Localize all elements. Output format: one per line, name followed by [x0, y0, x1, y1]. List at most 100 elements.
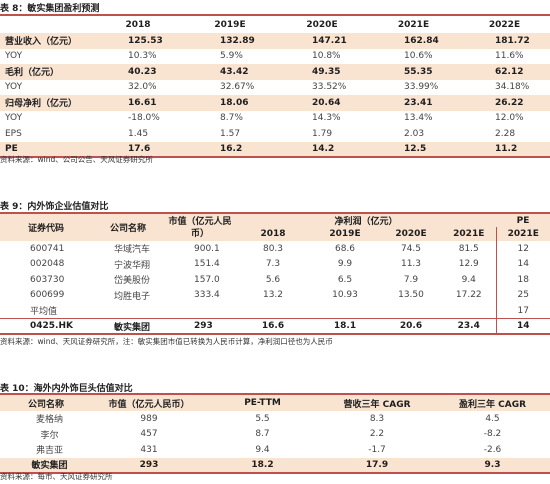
table-cell: 181.72: [459, 33, 550, 49]
table-cell: 5.5: [255, 413, 270, 424]
table-row: 600741 华域汽车 900.1 80.3 68.6 74.5 81.5 12: [0, 241, 550, 257]
table10: 公司名称 市值（亿元人民币） PE-TTM 营收三年 CAGR 盈利三年 CAG…: [0, 393, 550, 474]
row-label: 毛利（亿元）: [0, 64, 92, 80]
table-cell: 18: [517, 274, 529, 285]
table9-header-code: 证券代码: [0, 212, 92, 241]
table8-header-cell: 2022E: [459, 14, 550, 33]
table-cell: 125.53: [92, 33, 184, 49]
table-cell: 333.4: [194, 290, 220, 301]
table-cell: 12: [517, 243, 529, 254]
table-row: 平均值 17: [0, 303, 550, 319]
table-cell: 34.18%: [495, 82, 530, 93]
table-cell: 20.6: [380, 318, 442, 335]
table-cell: 岱美股份: [114, 276, 151, 287]
table-cell: 20.64: [276, 95, 368, 111]
table9-header-year: 2019E: [310, 227, 380, 241]
table-row: 毛利（亿元） 40.23 43.42 49.35 55.35 62.12: [0, 64, 550, 80]
table-cell: 16.2: [184, 141, 276, 158]
table-cell: 40.23: [92, 64, 184, 80]
table-cell: 5.6: [265, 274, 281, 285]
table-cell: 55.35: [368, 64, 459, 80]
table-cell: 33.52%: [312, 82, 347, 93]
table-cell: 宁波华翔: [114, 260, 151, 271]
table-cell: 12.9: [442, 256, 497, 272]
table-cell: 603730: [30, 274, 65, 285]
table10-header-cell: 市值（亿元人民币）: [92, 393, 206, 411]
table8-header-cell: 2020E: [276, 14, 368, 33]
table-cell: 7.9: [403, 274, 419, 285]
table9-source: 资料来源：wind、天风证券研究所，注：敏实集团市值已转换为人民币计算，净利润口…: [0, 337, 333, 346]
row-label: YOY: [5, 82, 23, 93]
table-cell: 7.3: [265, 259, 281, 270]
table-row: EPS 1.45 1.57 1.79 2.03 2.28: [0, 126, 550, 142]
table9: 证券代码 公司名称 市值（亿元人民币） 净利润（亿元） PE 2018 2019…: [0, 212, 550, 335]
table-cell: 11.2: [459, 141, 550, 158]
table-cell: [92, 303, 164, 319]
table9-header-mktcap: 市值（亿元人民币）: [164, 212, 236, 241]
table9-header-row: 2018 2019E 2020E 2021E 2021E: [0, 227, 550, 241]
table-cell: [236, 303, 310, 319]
table-cell: 43.42: [184, 64, 276, 80]
table-row: 敏实集团 293 18.2 17.9 9.3: [0, 457, 550, 474]
table-row: 弗吉亚 431 9.4 -1.7 -2.6: [0, 442, 550, 458]
table-cell: 9.3: [435, 457, 550, 474]
table8-header-row: 2018 2019E 2020E 2021E 2022E: [0, 14, 550, 33]
table-cell: 9.9: [337, 259, 353, 270]
table10-header-cell: 公司名称: [0, 393, 92, 411]
table-row: 603730 岱美股份 157.0 5.6 6.5 7.9 9.4 18: [0, 272, 550, 288]
table-cell: -8.2: [483, 429, 502, 440]
table-cell: 62.12: [459, 64, 550, 80]
table-cell: 25: [517, 290, 529, 301]
table-row: 600699 均胜电子 333.4 13.2 10.93 13.50 17.22…: [0, 287, 550, 303]
table-cell: 17.6: [92, 141, 184, 158]
table-cell: 11.6%: [495, 51, 524, 62]
table-cell: 293: [164, 318, 236, 335]
table-row: 002048 宁波华翔 151.4 7.3 9.9 11.3 12.9 14: [0, 256, 550, 272]
table-cell: 2.2: [369, 429, 385, 440]
table-cell: 均胜电子: [114, 291, 151, 302]
table-row: 麦格纳 989 5.5 8.3 4.5: [0, 411, 550, 427]
table-cell: [310, 303, 380, 319]
table-cell: 162.84: [368, 33, 459, 49]
table-cell: 600699: [30, 290, 65, 301]
table9-header-year: 2021E: [496, 227, 550, 241]
table-cell: 49.35: [276, 64, 368, 80]
table-cell: 6.5: [337, 274, 353, 285]
table-cell: 10.6%: [404, 51, 433, 62]
table9-header-year: 2021E: [442, 227, 497, 241]
table-cell: 23.4: [442, 318, 497, 335]
table-cell: 8.7%: [220, 113, 243, 124]
row-label: YOY: [5, 113, 23, 124]
table-cell: 13.2: [262, 290, 284, 301]
row-label: 归母净利（亿元）: [0, 95, 92, 111]
row-label: 营业收入（亿元）: [0, 33, 92, 49]
table-cell: 431: [140, 444, 158, 455]
table-cell: [442, 303, 497, 319]
table-cell: 2.28: [495, 128, 516, 139]
table8-header-cell: 2018: [92, 14, 184, 33]
table-cell: 17.9: [319, 457, 435, 474]
table8-header-cell: 2021E: [368, 14, 459, 33]
table-cell: 14.3%: [312, 113, 341, 124]
table-cell: -2.6: [483, 444, 502, 455]
table-cell: 11.3: [400, 259, 422, 270]
table10-header-row: 公司名称 市值（亿元人民币） PE-TTM 营收三年 CAGR 盈利三年 CAG…: [0, 393, 550, 411]
table-cell: 002048: [30, 259, 65, 270]
table-cell: 989: [140, 413, 158, 424]
table9-header-year: 2018: [236, 227, 310, 241]
table-row: PE 17.6 16.2 14.2 12.5 11.2: [0, 141, 550, 158]
table-cell: 33.99%: [404, 82, 439, 93]
table-cell: 457: [140, 429, 158, 440]
table-cell: 147.21: [276, 33, 368, 49]
table-row: 归母净利（亿元） 16.61 18.06 20.64 23.41 26.22: [0, 95, 550, 111]
table-cell: -1.7: [368, 444, 386, 455]
table-cell: 600741: [30, 243, 65, 254]
table-cell: 16.61: [92, 95, 184, 111]
table-cell: 16.6: [236, 318, 310, 335]
table-cell: 132.89: [184, 33, 276, 49]
table-row: 0425.HK 敏实集团 293 16.6 18.1 20.6 23.4 14: [0, 318, 550, 335]
table-cell: 81.5: [442, 241, 497, 257]
table-cell: 12.5: [368, 141, 459, 158]
table-cell: -18.0%: [128, 113, 160, 124]
table-cell: 18.1: [310, 318, 380, 335]
